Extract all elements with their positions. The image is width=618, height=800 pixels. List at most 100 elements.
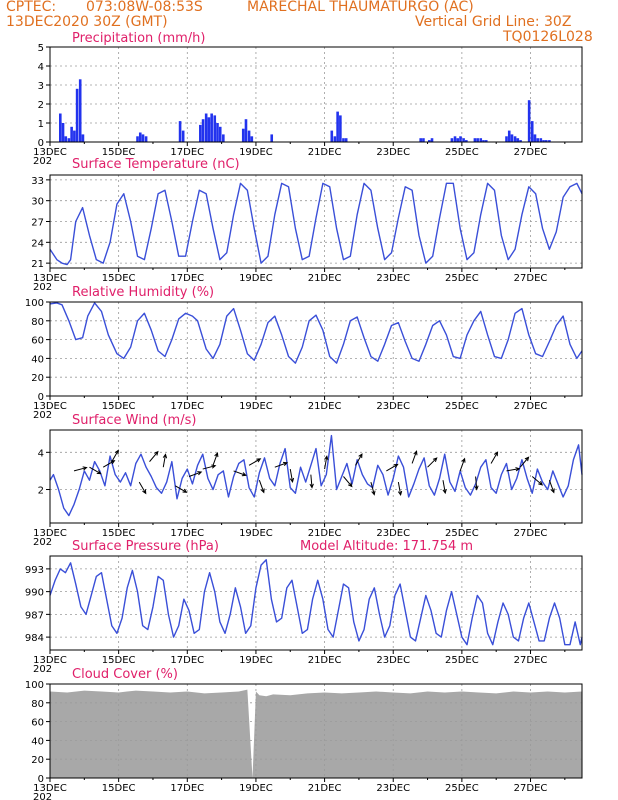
precip-bar xyxy=(510,134,514,142)
wind-arrow xyxy=(289,468,295,483)
precip-bar xyxy=(530,121,534,142)
rh-xtick-label: 13DEC xyxy=(33,401,67,412)
precip-bar xyxy=(216,123,219,142)
wind-arrow xyxy=(175,485,188,493)
rh-ytick-label: 40 xyxy=(31,354,44,365)
rh-frame xyxy=(49,301,583,397)
precip-xtick-label: 21DEC xyxy=(308,147,342,158)
pres-xtick-label: 27DEC xyxy=(514,655,548,666)
precip-ytick-label: 1 xyxy=(38,119,44,130)
precip-bar xyxy=(339,115,342,142)
precip-bar xyxy=(484,140,488,142)
temp-series-line xyxy=(49,182,583,266)
pres-series-line xyxy=(49,559,583,646)
rh-xtick-label: 27DEC xyxy=(514,401,548,412)
temp-ytick-label: 27 xyxy=(31,218,44,229)
wind-arrow xyxy=(258,480,265,494)
precip-bar xyxy=(513,136,517,142)
cloud-ytick-label: 60 xyxy=(31,718,44,729)
precip-bar xyxy=(61,123,65,142)
temp-xtick-label: 15DEC xyxy=(102,273,136,284)
wind-title: Surface Wind (m/s) xyxy=(72,413,196,428)
wind-year-stub: 202 xyxy=(33,537,52,548)
cloud-xtick-label: 25DEC xyxy=(445,783,479,794)
precip-bar xyxy=(427,140,431,142)
rh-ytick-label: 100 xyxy=(25,298,44,309)
temp-xtick-label: 21DEC xyxy=(308,273,342,284)
wind-arrow xyxy=(397,481,403,497)
wind-arrow xyxy=(490,451,499,464)
rh-series-line xyxy=(49,302,583,364)
rh-xtick-label: 19DEC xyxy=(239,401,273,412)
cloud-xtick-label: 23DEC xyxy=(376,783,410,794)
precip-bar xyxy=(199,124,202,142)
precip-bar xyxy=(505,136,508,142)
wind-arrow xyxy=(324,455,329,470)
precip-bar xyxy=(542,140,545,142)
precip-bar xyxy=(250,136,254,142)
precip-bar xyxy=(144,136,148,142)
rh-ytick-label: 80 xyxy=(31,317,44,328)
precip-bar xyxy=(516,138,520,142)
header-grid-note: Vertical Grid Line: 30Z xyxy=(415,14,572,30)
rh-ytick-label: 20 xyxy=(31,373,44,384)
precip-bar xyxy=(450,138,454,142)
temp-year-stub: 202 xyxy=(33,282,52,293)
cloud-xtick-label: 17DEC xyxy=(170,783,204,794)
temp-ytick-label: 33 xyxy=(31,176,44,187)
precip-bar xyxy=(336,111,339,142)
cloud-xtick-label: 13DEC xyxy=(33,783,67,794)
precip-bar xyxy=(204,113,208,142)
precip-bar xyxy=(459,136,462,142)
precip-bar xyxy=(473,138,477,142)
wind-arrow xyxy=(531,476,544,486)
precip-panel: Precipitation (mm/h) 0 1 2 3 4 5 13DEC 15DEC 17DE… xyxy=(33,31,583,167)
precip-bar xyxy=(222,134,225,142)
precip-bar xyxy=(210,113,213,142)
precip-xtick-label: 13DEC xyxy=(33,147,67,158)
temp-xtick-label: 19DEC xyxy=(239,273,273,284)
precip-bar xyxy=(64,136,68,142)
precip-title: Precipitation (mm/h) xyxy=(72,31,205,46)
precip-bar xyxy=(136,136,139,142)
wind-arrow xyxy=(370,481,376,496)
precip-bar xyxy=(78,79,82,142)
precip-ytick-label: 2 xyxy=(38,100,44,111)
precip-xtick-label: 27DEC xyxy=(514,147,548,158)
wind-arrow xyxy=(309,474,314,489)
precip-xtick-label: 17DEC xyxy=(170,147,204,158)
precip-ytick-label: 0 xyxy=(38,138,44,149)
precip-bar xyxy=(70,126,73,142)
header-source: CPTEC: xyxy=(6,0,57,15)
cloud-ytick-label: 40 xyxy=(31,736,44,747)
wind-arrow xyxy=(343,476,353,488)
precip-xtick-label: 19DEC xyxy=(239,147,273,158)
pres-ytick-label: 990 xyxy=(25,588,44,599)
precip-bar xyxy=(533,134,537,142)
rh-year-stub: 202 xyxy=(33,410,52,421)
wind-arrow xyxy=(459,457,466,472)
wind-arrow xyxy=(386,463,399,472)
wind-arrow xyxy=(73,466,88,472)
precip-xtick-label: 25DEC xyxy=(445,147,479,158)
wind-arrow xyxy=(274,461,289,468)
wind-xtick-label: 21DEC xyxy=(308,528,342,539)
wind-xtick-label: 25DEC xyxy=(445,528,479,539)
wind-arrow xyxy=(138,481,147,495)
precip-bar xyxy=(213,115,217,142)
pres-panel: Surface Pressure (hPa) Model Altitude: 17… xyxy=(25,539,583,675)
wind-arrow xyxy=(162,453,168,468)
cloud-xtick-label: 19DEC xyxy=(239,783,273,794)
precip-bar xyxy=(507,130,511,142)
temp-ytick-label: 21 xyxy=(31,259,44,270)
temp-ytick-label: 30 xyxy=(31,197,44,208)
wind-series-line xyxy=(49,434,583,517)
precip-frame xyxy=(49,46,583,143)
precip-bar xyxy=(218,126,222,142)
temp-xtick-label: 25DEC xyxy=(445,273,479,284)
precip-bar xyxy=(333,136,337,142)
pres-ytick-label: 987 xyxy=(25,610,44,621)
precip-bar xyxy=(527,100,531,142)
wind-arrow xyxy=(519,456,530,468)
wind-arrow xyxy=(233,470,247,477)
